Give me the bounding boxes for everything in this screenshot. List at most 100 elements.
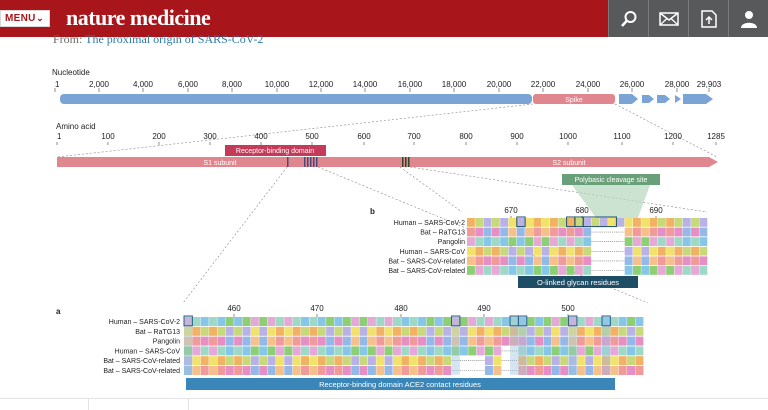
contact-residue-column bbox=[518, 316, 527, 375]
contact-residue-box bbox=[568, 315, 578, 327]
panel-b-sequence-row bbox=[467, 227, 708, 237]
menu-button[interactable]: MENU ⌄ bbox=[0, 10, 50, 27]
amino-acid-label: Amino acid bbox=[56, 122, 96, 131]
amino-acid-tick-label: 900 bbox=[510, 132, 524, 141]
orf-n bbox=[683, 94, 713, 104]
nucleotide-tick-label: 26,000 bbox=[620, 80, 645, 89]
panel-a-species-label: Bat – SARS-CoV-related bbox=[103, 358, 180, 365]
panel-a-species-label: Bat – SARS-CoV-related bbox=[103, 368, 180, 375]
nucleotide-tick-label: 12,000 bbox=[309, 80, 334, 89]
panel-a-species-label: Pangolin bbox=[153, 339, 180, 346]
contact-residue-column bbox=[602, 316, 611, 375]
source-prefix: From: bbox=[53, 32, 83, 46]
amino-acid-tick-label: 200 bbox=[152, 132, 166, 141]
panel-a-tick-label: 470 bbox=[310, 304, 324, 313]
panel-b-sequence-row bbox=[467, 246, 708, 256]
nucleotide-axis: 1 2,000 4,000 6,000 8,000 10,000 12,000 14,000 1… bbox=[54, 80, 722, 92]
contact-residue-column bbox=[510, 316, 519, 375]
cleavage-tag bbox=[562, 174, 660, 185]
contact-residue-column bbox=[451, 316, 460, 375]
amino-acid-tick-label: 1200 bbox=[664, 132, 682, 141]
search-button[interactable] bbox=[608, 0, 648, 37]
account-button[interactable] bbox=[728, 0, 768, 37]
amino-acid-tick-label: 400 bbox=[254, 132, 268, 141]
site-header: MENU ⌄ nature medicine bbox=[0, 0, 768, 37]
amino-acid-tick-label: 800 bbox=[459, 132, 473, 141]
contact-residues-tag bbox=[186, 378, 615, 390]
panel-b-sequence-row bbox=[467, 256, 708, 266]
amino-acid-tick-label: 500 bbox=[305, 132, 319, 141]
panel-a-tick-label: 500 bbox=[561, 304, 575, 313]
panel-b-sequence-row bbox=[467, 266, 708, 275]
panel-a-sequence-row bbox=[184, 326, 644, 336]
panel-b-letter: b bbox=[370, 207, 375, 216]
panel-a-alignment: Human – SARS-CoV-2 Bat – RaTG13 Pangolin Hu… bbox=[103, 315, 644, 375]
email-button[interactable] bbox=[648, 0, 688, 37]
orf-e bbox=[642, 95, 654, 103]
panel-b-sequence-row bbox=[467, 237, 708, 246]
panel-b-tick-label: 690 bbox=[649, 206, 663, 215]
panel-a-tick-label: 490 bbox=[477, 304, 491, 313]
glycan-tag-label: O-linked glycan residues bbox=[537, 278, 619, 287]
mail-icon bbox=[658, 11, 679, 26]
contact-residue-box bbox=[451, 315, 461, 327]
panel-a-sequence-row bbox=[184, 336, 644, 346]
orf-6 bbox=[675, 95, 681, 103]
nucleotide-tick-label: 2,000 bbox=[89, 80, 110, 89]
nucleotide-tick-label: 4,000 bbox=[133, 80, 154, 89]
contact-residue-box bbox=[183, 315, 193, 327]
contact-residue-box bbox=[601, 315, 611, 327]
amino-acid-tick-label: 1100 bbox=[613, 132, 631, 141]
nucleotide-tick-label: 14,000 bbox=[353, 80, 378, 89]
glycan-residue-box bbox=[516, 216, 526, 228]
panel-a-sequence-row bbox=[184, 346, 644, 356]
article-link[interactable]: The proximal origin of SARS-CoV-2 bbox=[85, 32, 264, 46]
amino-acid-tick-label: 300 bbox=[203, 132, 217, 141]
nucleotide-tick-label: 6,000 bbox=[178, 80, 199, 89]
glycan-tag bbox=[518, 276, 638, 288]
s1-subunit-label: S1 subunit bbox=[203, 160, 236, 167]
panel-b-species-label: Human – SARS-CoV bbox=[400, 249, 466, 256]
panel-b-species-label: Bat – RaTG13 bbox=[420, 230, 465, 237]
panel-b-alignment: Human – SARS-CoV-2 Bat – RaTG13 Pangolin Hu… bbox=[388, 216, 708, 275]
panel-a-species-label: Human – SARS-CoV bbox=[115, 348, 181, 355]
rbd-highlight-marks bbox=[287, 157, 318, 167]
contact-residue-box bbox=[517, 315, 528, 327]
orf-m bbox=[657, 95, 670, 103]
rbd-tag-label: Receptor-binding domain bbox=[236, 148, 314, 155]
glycan-residue-box bbox=[574, 216, 584, 228]
genome-bar bbox=[60, 94, 532, 104]
s2-subunit-label: S2 subunit bbox=[552, 160, 585, 167]
panel-a-sequence-row bbox=[184, 366, 644, 375]
panel-a-species-label: Bat – RaTG13 bbox=[135, 329, 180, 336]
panel-b-tick-label: 670 bbox=[504, 206, 518, 215]
panel-b-species-label: Pangolin bbox=[438, 239, 465, 246]
panel-b-species-label: Bat – SARS-CoV-related bbox=[388, 268, 465, 275]
contact-residue-column bbox=[568, 316, 577, 375]
nucleotide-tick-label: 22,000 bbox=[531, 80, 556, 89]
nucleotide-tick-label: 1 bbox=[55, 80, 60, 89]
spike-gene bbox=[533, 94, 615, 104]
spike-protein-bar bbox=[57, 157, 718, 167]
panel-b-sequence-row bbox=[467, 218, 708, 227]
amino-acid-tick-label: 1000 bbox=[559, 132, 577, 141]
figure-source: From: The proximal origin of SARS-CoV-2 bbox=[53, 32, 263, 47]
panel-a-letter: a bbox=[56, 307, 61, 316]
journal-logo[interactable]: nature medicine bbox=[66, 5, 211, 30]
chevron-down-icon: ⌄ bbox=[36, 13, 44, 23]
panel-b-tick-label: 680 bbox=[575, 206, 589, 215]
panel-a-sequence-row bbox=[184, 356, 644, 366]
orf-3a bbox=[619, 94, 638, 104]
download-button[interactable] bbox=[688, 0, 728, 37]
panel-b-species-label: Human – SARS-CoV-2 bbox=[394, 220, 465, 227]
rbd-tag bbox=[225, 145, 326, 156]
nucleotide-label: Nucleotide bbox=[52, 68, 90, 77]
panel-a-species-label: Human – SARS-CoV-2 bbox=[109, 319, 180, 326]
panel-a-sequence-row bbox=[184, 317, 644, 326]
nucleotide-tick-label: 24,000 bbox=[576, 80, 601, 89]
nucleotide-tick-label: 20,000 bbox=[487, 80, 512, 89]
spike-label: Spike bbox=[565, 97, 583, 104]
amino-acid-tick-label: 1 bbox=[57, 132, 62, 141]
panel-a-axis: 460 470 480 490 500 bbox=[227, 304, 575, 317]
nucleotide-tick-label: 18,000 bbox=[442, 80, 467, 89]
